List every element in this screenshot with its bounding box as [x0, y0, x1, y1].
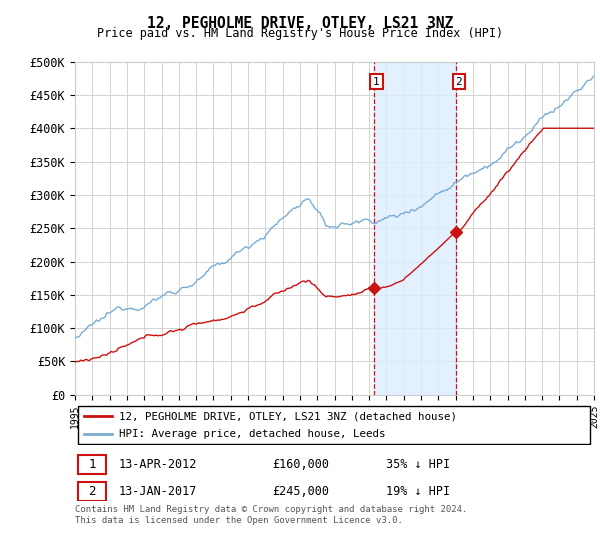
Text: 13-JAN-2017: 13-JAN-2017	[119, 484, 197, 498]
Text: 1: 1	[373, 77, 380, 87]
FancyBboxPatch shape	[77, 407, 590, 444]
FancyBboxPatch shape	[77, 455, 106, 474]
Text: 12, PEGHOLME DRIVE, OTLEY, LS21 3NZ (detached house): 12, PEGHOLME DRIVE, OTLEY, LS21 3NZ (det…	[119, 411, 457, 421]
Text: 2: 2	[455, 77, 462, 87]
Text: Price paid vs. HM Land Registry's House Price Index (HPI): Price paid vs. HM Land Registry's House …	[97, 27, 503, 40]
Text: £245,000: £245,000	[272, 484, 329, 498]
Text: 12, PEGHOLME DRIVE, OTLEY, LS21 3NZ: 12, PEGHOLME DRIVE, OTLEY, LS21 3NZ	[147, 16, 453, 31]
Text: 2: 2	[88, 484, 96, 498]
Text: Contains HM Land Registry data © Crown copyright and database right 2024.
This d: Contains HM Land Registry data © Crown c…	[75, 505, 467, 525]
Text: 35% ↓ HPI: 35% ↓ HPI	[386, 458, 451, 471]
Text: HPI: Average price, detached house, Leeds: HPI: Average price, detached house, Leed…	[119, 429, 386, 439]
Text: 1: 1	[88, 458, 96, 471]
FancyBboxPatch shape	[77, 482, 106, 501]
Text: 19% ↓ HPI: 19% ↓ HPI	[386, 484, 451, 498]
Text: 13-APR-2012: 13-APR-2012	[119, 458, 197, 471]
Text: £160,000: £160,000	[272, 458, 329, 471]
Bar	[374, 62, 456, 395]
